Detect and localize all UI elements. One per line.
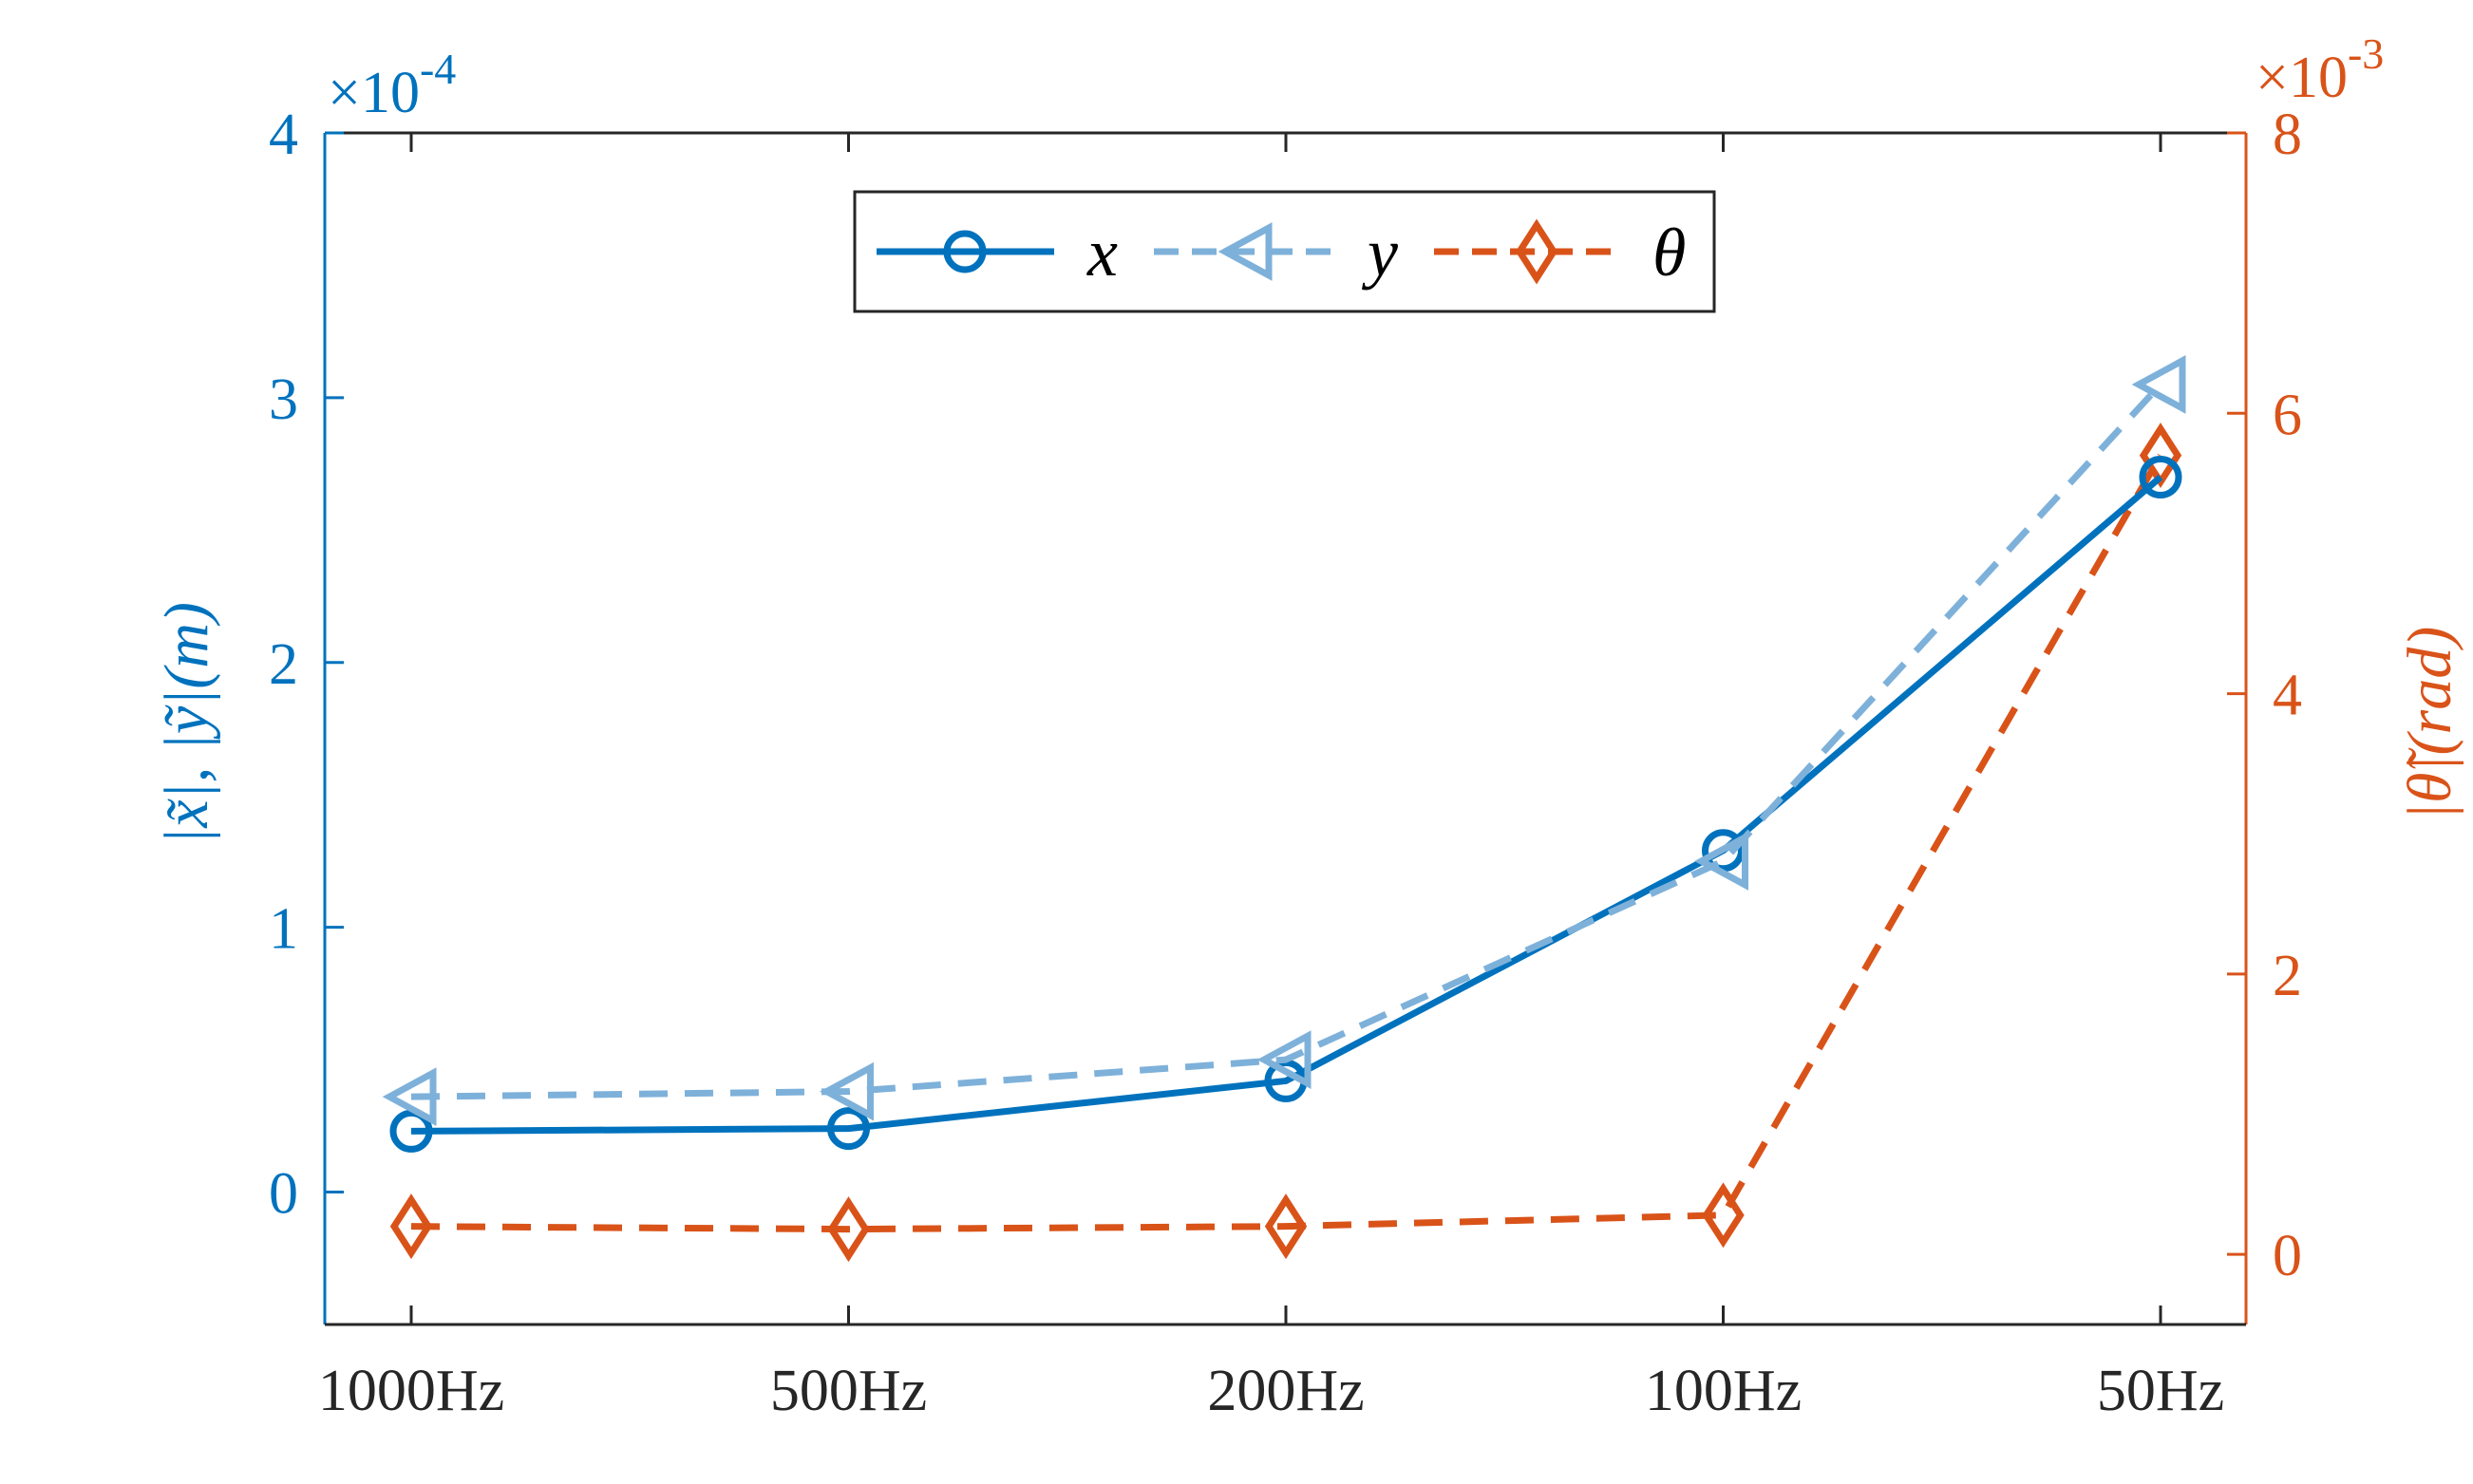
right-axis-title: |θ̃|(rad): [2395, 627, 2464, 820]
ticks-layer: 1000Hz 500Hz 200Hz 100Hz 50Hz 0 1 2 3 4 0 2 4 6 8: [269, 103, 2302, 1423]
legend-label-y: y: [1361, 215, 1398, 291]
legend-label-theta: θ: [1652, 215, 1686, 291]
data-point-circle: [1702, 829, 1745, 873]
series-line: [410, 382, 2163, 1100]
legend-entry-theta: θ: [1434, 215, 1686, 291]
data-point-triangle: [1694, 832, 1748, 891]
data-point-diamond: [389, 1193, 433, 1260]
left-axis-title: |x̃|, |ỹ|(m): [152, 602, 221, 845]
data-point-diamond: [827, 1196, 870, 1263]
left-axis-exponent: ×10-4: [328, 45, 456, 125]
x-tick-label: 500Hz: [770, 1359, 927, 1423]
x-tick-label: 100Hz: [1645, 1359, 1802, 1423]
left-y-tick-label: 3: [269, 367, 298, 432]
data-point-circle: [827, 1107, 870, 1151]
right-axis-exponent: ×10-3: [2256, 29, 2384, 110]
data-point-triangle: [1256, 1030, 1312, 1089]
data-point-triangle: [2131, 355, 2186, 414]
x-tick-label: 1000Hz: [318, 1359, 504, 1423]
right-y-tick-label: 8: [2273, 103, 2302, 167]
data-point-diamond: [1264, 1193, 1308, 1260]
series-layer: [382, 355, 2186, 1263]
legend-marker-diamond: [1515, 218, 1558, 285]
data-point-triangle: [820, 1061, 874, 1121]
legend-marker-triangle: [1218, 222, 1273, 281]
series-theta: [389, 423, 2182, 1263]
legend-entry-y: y: [1154, 215, 1398, 291]
data-point-diamond: [2139, 423, 2182, 489]
series-line: [410, 474, 2163, 1135]
legend-label-x: x: [1086, 215, 1118, 291]
legend-marker-circle: [943, 230, 987, 273]
right-y-tick-label: 4: [2273, 664, 2302, 728]
right-y-tick-label: 6: [2273, 383, 2302, 447]
left-y-tick-label: 0: [269, 1162, 298, 1227]
x-tick-label: 200Hz: [1207, 1359, 1364, 1423]
legend: x y θ: [853, 190, 1716, 313]
data-point-circle: [2139, 456, 2182, 499]
series-y: [382, 355, 2186, 1127]
right-y-tick-label: 0: [2273, 1224, 2302, 1288]
left-y-tick-label: 4: [269, 103, 298, 167]
data-point-triangle: [382, 1067, 437, 1127]
left-y-tick-label: 1: [269, 897, 298, 962]
series-line: [410, 453, 2164, 1233]
series-x: [389, 456, 2182, 1153]
data-point-diamond: [1702, 1182, 1745, 1249]
right-y-tick-label: 2: [2273, 944, 2302, 1008]
x-tick-label: 50Hz: [2097, 1359, 2224, 1423]
legend-entry-x: x: [877, 215, 1118, 291]
left-y-tick-label: 2: [269, 632, 298, 697]
data-point-circle: [389, 1109, 433, 1153]
